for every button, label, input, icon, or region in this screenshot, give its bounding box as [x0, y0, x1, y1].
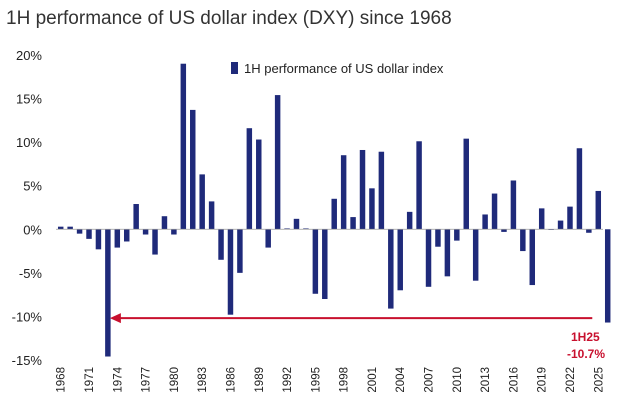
bar-2001 — [369, 188, 375, 230]
bar-2019 — [538, 208, 545, 230]
x-tick-label: 2016 — [508, 367, 520, 393]
annotation-group: 1H25 -10.7% — [109, 313, 605, 361]
bar-2015 — [501, 229, 507, 232]
bar-2008 — [435, 229, 441, 247]
bar-2025 — [595, 190, 602, 230]
x-tick-label: 1968 — [56, 367, 68, 393]
bar-2003 — [388, 229, 394, 309]
bar-2011 — [463, 138, 469, 230]
bar-1988 — [246, 128, 253, 230]
bar-1997 — [331, 198, 337, 230]
bar-2014 — [491, 193, 498, 230]
y-tick-label: -5% — [19, 266, 43, 281]
bar-2021 — [557, 220, 564, 230]
y-tick-label: -15% — [12, 353, 43, 368]
x-tick-label: 1992 — [282, 367, 294, 393]
y-axis: 20% 15% 10% 5% 0% -5% -10% -15% — [12, 48, 43, 368]
bar-1987 — [237, 229, 243, 273]
x-tick-label: 1980 — [169, 367, 181, 393]
annotation-label-period: 1H25 — [571, 330, 600, 344]
y-tick-label: -10% — [12, 309, 43, 324]
bar-1996 — [322, 229, 328, 299]
y-tick-label: 10% — [16, 135, 42, 150]
x-tick-label: 2019 — [537, 367, 549, 393]
bar-2004 — [397, 229, 403, 291]
bar-2000 — [359, 149, 366, 230]
bar-1974 — [114, 229, 121, 248]
bar-1981 — [180, 63, 187, 230]
bar-2006 — [416, 141, 422, 230]
bar-1983 — [199, 174, 205, 230]
bar-2024 — [586, 229, 592, 233]
legend-label: 1H performance of US dollar index — [244, 61, 444, 76]
x-tick-label: 2022 — [565, 367, 577, 393]
bar-1995 — [312, 229, 319, 294]
x-tick-label: 2007 — [424, 367, 436, 393]
x-tick-label: 1995 — [310, 367, 322, 393]
bar-1969 — [67, 226, 73, 230]
bar-1990 — [265, 229, 271, 248]
annotation-arrowhead — [109, 313, 121, 324]
bar-1994 — [303, 228, 309, 230]
bar-1984 — [208, 201, 215, 230]
x-tick-label: 1971 — [84, 367, 96, 393]
bar-1992 — [284, 228, 290, 230]
bar-2002 — [378, 151, 385, 230]
bar-1970 — [76, 229, 83, 234]
bar-2007 — [425, 229, 432, 287]
bar-1991 — [274, 95, 281, 230]
x-tick-label: 1977 — [141, 367, 153, 393]
y-tick-label: 5% — [23, 179, 42, 194]
bar-2009 — [444, 229, 451, 277]
bar-1973 — [105, 229, 111, 357]
bar-2022 — [567, 206, 573, 230]
bar-1980 — [171, 229, 177, 235]
x-axis: 1968 1971 1974 1977 1980 1983 1986 1989 1992 1995… — [56, 366, 606, 392]
x-tick-label: 2025 — [593, 367, 605, 393]
bar-2010 — [454, 229, 460, 241]
y-tick-label: 0% — [23, 222, 42, 237]
y-tick-label: 15% — [16, 92, 42, 107]
bar-1979 — [161, 216, 168, 230]
legend-swatch — [231, 62, 238, 74]
y-tick-label: 20% — [16, 48, 42, 63]
bar-1999 — [350, 217, 356, 230]
annotation-label-value: -10.7% — [567, 347, 605, 361]
bar-1976 — [133, 204, 139, 230]
bar-1986 — [227, 229, 234, 315]
bar-1972 — [95, 229, 102, 250]
bar-1989 — [256, 139, 262, 230]
bar-2017 — [520, 229, 526, 252]
bar-2013 — [482, 214, 488, 230]
x-tick-label: 1983 — [197, 367, 209, 393]
bar-1971 — [86, 229, 92, 239]
bar-1982 — [190, 109, 196, 230]
bar-1978 — [152, 229, 158, 255]
bar-1998 — [340, 155, 347, 230]
bar-2016 — [510, 180, 517, 230]
x-tick-label: 2001 — [367, 367, 379, 393]
bar-2026 — [604, 229, 611, 323]
bar-1985 — [218, 229, 224, 260]
x-tick-label: 2004 — [395, 366, 407, 392]
x-tick-label: 2013 — [480, 367, 492, 393]
bar-1993 — [293, 218, 300, 230]
x-tick-label: 1986 — [225, 367, 237, 393]
chart-title: 1H performance of US dollar index (DXY) … — [6, 8, 452, 29]
x-tick-label: 1974 — [112, 366, 124, 392]
x-tick-label: 2010 — [452, 367, 464, 393]
bar-2023 — [576, 148, 583, 230]
bar-1975 — [123, 229, 130, 242]
bar-1968 — [57, 226, 64, 230]
bar-2005 — [406, 211, 413, 230]
bar-2018 — [529, 229, 536, 286]
x-tick-label: 1989 — [254, 367, 266, 393]
bars-group — [57, 63, 611, 357]
x-tick-label: 1998 — [339, 367, 351, 393]
bar-1977 — [142, 229, 149, 235]
chart-legend: 1H performance of US dollar index — [231, 61, 444, 76]
bar-2012 — [472, 229, 479, 281]
